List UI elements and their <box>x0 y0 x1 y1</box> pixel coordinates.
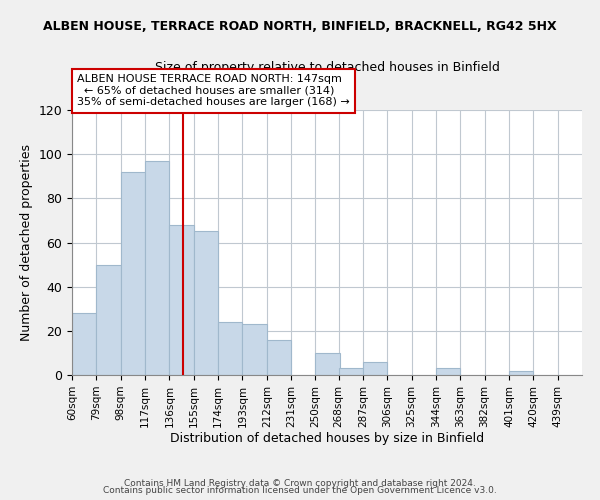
Text: ALBEN HOUSE TERRACE ROAD NORTH: 147sqm
  ← 65% of detached houses are smaller (3: ALBEN HOUSE TERRACE ROAD NORTH: 147sqm ←… <box>77 74 350 108</box>
Bar <box>121 172 145 375</box>
Bar <box>436 368 460 375</box>
Bar <box>194 232 218 375</box>
Bar <box>242 324 267 375</box>
Bar <box>509 370 533 375</box>
Text: Contains HM Land Registry data © Crown copyright and database right 2024.: Contains HM Land Registry data © Crown c… <box>124 478 476 488</box>
Bar <box>72 313 97 375</box>
Title: Size of property relative to detached houses in Binfield: Size of property relative to detached ho… <box>155 61 499 74</box>
Text: Contains public sector information licensed under the Open Government Licence v3: Contains public sector information licen… <box>103 486 497 495</box>
Text: ALBEN HOUSE, TERRACE ROAD NORTH, BINFIELD, BRACKNELL, RG42 5HX: ALBEN HOUSE, TERRACE ROAD NORTH, BINFIEL… <box>43 20 557 33</box>
Y-axis label: Number of detached properties: Number of detached properties <box>20 144 33 341</box>
Bar <box>145 161 169 375</box>
Bar <box>218 322 242 375</box>
Bar <box>338 368 363 375</box>
X-axis label: Distribution of detached houses by size in Binfield: Distribution of detached houses by size … <box>170 432 484 446</box>
Bar <box>97 264 121 375</box>
Bar <box>316 353 340 375</box>
Bar <box>267 340 291 375</box>
Bar <box>169 225 194 375</box>
Bar <box>363 362 387 375</box>
